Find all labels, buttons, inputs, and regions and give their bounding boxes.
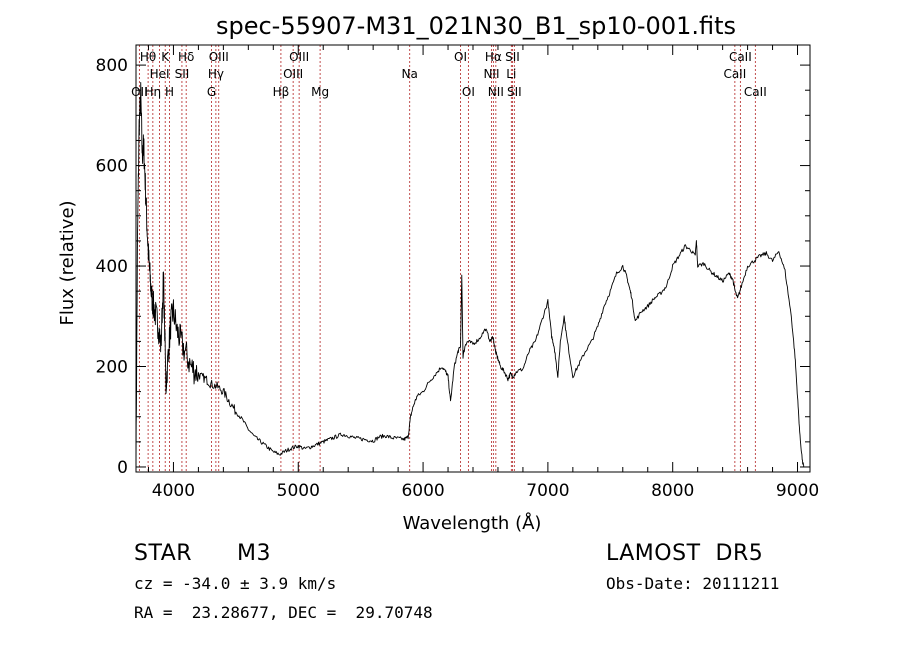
spectrum-line bbox=[135, 82, 805, 473]
x-tick-label: 9000 bbox=[776, 481, 819, 501]
spectral-line-labels: OII Hθ Hη HeI K H Hδ SII Hγ G OIII Hβ OIII OIII Mg Na OI… bbox=[131, 50, 767, 99]
y-tick-label: 400 bbox=[96, 257, 128, 277]
line-marker-label: HeI bbox=[150, 67, 170, 81]
line-marker-label: Hθ bbox=[140, 50, 156, 64]
object-class: STAR bbox=[134, 541, 193, 566]
line-marker-label: CaII bbox=[744, 85, 767, 99]
plot-frame bbox=[135, 44, 811, 473]
x-tick-label: 4000 bbox=[152, 481, 195, 501]
line-marker-label: H bbox=[165, 85, 174, 99]
line-marker-label: Li bbox=[506, 67, 516, 81]
redshift-velocity: cz = -34.0 ± 3.9 km/s bbox=[134, 574, 337, 593]
survey-name: LAMOST DR5 bbox=[606, 541, 764, 566]
y-tick-label: 600 bbox=[96, 157, 128, 177]
line-marker-label: SII bbox=[507, 85, 522, 99]
line-marker-label: Na bbox=[402, 67, 418, 81]
line-marker-label: Hδ bbox=[178, 50, 194, 64]
line-marker-label: OII bbox=[131, 85, 148, 99]
line-marker-label: OIII bbox=[283, 67, 303, 81]
line-marker-label: OIII bbox=[209, 50, 229, 64]
axis-ticks bbox=[136, 45, 810, 472]
axis-tick-labels: 4000 5000 6000 7000 8000 9000 0 200 400 600 800 bbox=[96, 56, 820, 501]
line-marker-label: Mg bbox=[311, 85, 329, 99]
line-marker-label: NII bbox=[483, 67, 499, 81]
line-marker-label: G bbox=[207, 85, 216, 99]
chart-title: spec-55907-M31_021N30_B1_sp10-001.fits bbox=[216, 12, 736, 40]
observation-date: Obs-Date: 20111211 bbox=[606, 574, 780, 593]
object-subclass: M3 bbox=[237, 541, 271, 566]
line-marker-label: K bbox=[161, 50, 170, 64]
spectrum-series bbox=[135, 82, 805, 473]
line-marker-label: Hα bbox=[485, 50, 502, 64]
line-marker-label: SII bbox=[505, 50, 520, 64]
y-tick-label: 200 bbox=[96, 358, 128, 378]
x-tick-label: 7000 bbox=[526, 481, 569, 501]
line-marker-label: Hγ bbox=[208, 67, 224, 81]
line-marker-label: SII bbox=[175, 67, 190, 81]
line-marker-label: NII bbox=[488, 85, 504, 99]
line-marker-label: CaII bbox=[723, 67, 746, 81]
y-tick-label: 0 bbox=[117, 458, 128, 478]
x-tick-label: 6000 bbox=[401, 481, 444, 501]
sky-coordinates: RA = 23.28677, DEC = 29.70748 bbox=[134, 603, 433, 622]
y-tick-label: 800 bbox=[96, 56, 128, 76]
line-marker-label: CaII bbox=[729, 50, 752, 64]
x-tick-label: 8000 bbox=[651, 481, 694, 501]
x-tick-label: 5000 bbox=[277, 481, 320, 501]
x-axis-label: Wavelength (Å) bbox=[403, 512, 542, 534]
line-marker-label: Hβ bbox=[273, 85, 290, 99]
line-marker-label: Hη bbox=[145, 85, 162, 99]
line-marker-label: OI bbox=[462, 85, 475, 99]
spectral-line-markers bbox=[138, 45, 756, 472]
line-marker-label: OIII bbox=[289, 50, 309, 64]
line-marker-label: OI bbox=[454, 50, 467, 64]
y-axis-label: Flux (relative) bbox=[57, 200, 78, 325]
